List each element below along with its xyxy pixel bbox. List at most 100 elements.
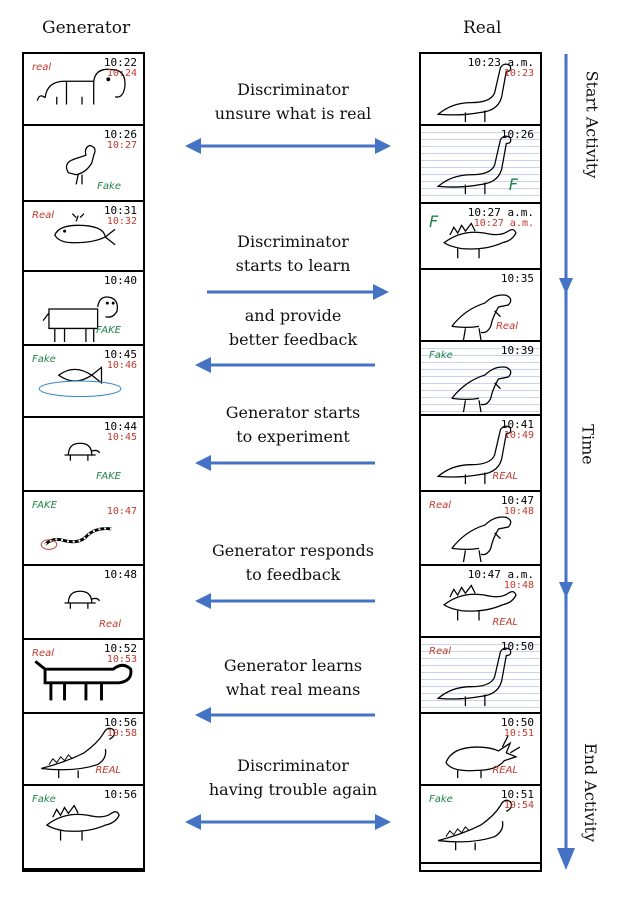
real-card-time: 10:50 <box>500 640 534 653</box>
step-2-line2: starts to learn <box>235 256 351 275</box>
generator-card: 10:40 FAKE <box>24 272 143 346</box>
step-5-line2: to feedback <box>245 565 341 584</box>
left-arrow-4 <box>195 455 375 471</box>
real-card-tag: Real <box>429 500 452 511</box>
generator-card: 10:48 Real <box>24 566 143 640</box>
left-arrow-6 <box>195 707 375 723</box>
generator-card-time: 10:44 <box>103 420 137 433</box>
step-7-line2: having trouble again <box>208 780 378 799</box>
generator-card-note: 10:45 <box>106 432 137 443</box>
generator-card-time: 10:56 <box>103 716 137 729</box>
real-card-tag: Fake <box>429 794 453 805</box>
real-card-note: 10:48 <box>503 506 534 517</box>
generator-sketch-whale <box>54 213 116 246</box>
step-7-text: Discriminator having trouble again <box>188 754 398 802</box>
real-card-note: 10:23 <box>503 68 534 79</box>
generator-card-time: 10:56 <box>103 788 137 801</box>
real-sketch-long-neck-dinosaur <box>436 425 512 485</box>
real-sketch-triceratops <box>445 735 521 779</box>
generator-card-time: 10:26 <box>103 128 137 141</box>
real-sketch-t-rex <box>451 516 512 563</box>
generator-card: 10:44 10:45 FAKE <box>24 418 143 492</box>
generator-card-time: 10:48 <box>103 568 137 581</box>
real-card: 10:47 a.m. 10:48 REAL <box>421 566 540 638</box>
generator-sketch-cow <box>42 296 119 343</box>
generator-card-time: 10:52 <box>103 642 137 655</box>
generator-card-tag: real <box>32 62 52 73</box>
real-card-note: 10:48 <box>503 580 534 591</box>
real-card-tag: REAL <box>492 765 518 776</box>
real-card-time: 10:51 <box>500 788 534 801</box>
generator-card-tag: Real <box>98 619 121 630</box>
step-6-line1: Generator learns <box>223 656 363 675</box>
step-7-line1: Discriminator <box>237 756 349 775</box>
real-card-tag: Fake <box>429 350 453 361</box>
step-6-text: Generator learns what real means <box>188 654 398 702</box>
generator-sketch-bird <box>65 144 96 185</box>
real-sketch-long-neck-dinosaur <box>436 63 512 123</box>
real-card: 10:23 a.m. 10:23 <box>421 54 540 126</box>
real-card: 10:26 F <box>421 126 540 204</box>
generator-card-time: 10:22 <box>103 56 137 69</box>
real-card-note: 10:49 <box>503 430 534 441</box>
real-card-note: 10:27 a.m. <box>473 218 534 229</box>
real-card-tag: F <box>429 212 439 231</box>
real-card: 10:50 10:51 REAL <box>421 714 540 786</box>
double-arrow-7 <box>185 814 391 830</box>
generator-card-time: 10:31 <box>103 204 137 217</box>
real-card-time: 10:23 a.m. <box>467 56 534 69</box>
real-card-time: 10:35 <box>500 272 534 285</box>
real-card-tag: REAL <box>492 617 518 628</box>
step-4-line2: to experiment <box>236 427 350 446</box>
generator-card-note: 10:47 <box>106 506 137 517</box>
real-card: 10:35 Real <box>421 270 540 342</box>
step-2-line1: Discriminator <box>237 232 349 251</box>
step-4-line1: Generator starts <box>225 403 361 422</box>
generator-card-tag: FAKE <box>32 500 57 511</box>
real-card: 10:41 10:49 REAL <box>421 416 540 492</box>
left-arrow-5 <box>195 593 375 609</box>
generator-sketch-dog <box>34 660 133 701</box>
generator-card-time: 10:45 <box>103 348 137 361</box>
step-1-line2: unsure what is real <box>214 104 372 123</box>
real-card-time: 10:47 <box>500 494 534 507</box>
right-arrow-2 <box>207 284 389 300</box>
step-3-text: and provide better feedback <box>188 304 398 352</box>
end-activity-label: End Activity <box>581 743 600 842</box>
generator-card-tag: REAL <box>95 765 121 776</box>
generator-sketch-dinosaur <box>41 727 116 779</box>
real-sketch-t-rex <box>451 366 512 413</box>
generator-sketch-stegosaurus <box>45 804 120 841</box>
step-3-line1: and provide <box>244 306 342 325</box>
real-card: 10:27 a.m. 10:27 a.m. F <box>421 204 540 270</box>
generator-sketch-elephant <box>36 68 126 105</box>
generator-card: 10:26 10:27 Fake <box>24 126 143 202</box>
generator-card: 10:47 FAKE <box>24 492 143 566</box>
generator-card: 10:56 Fake <box>24 786 143 870</box>
real-card-time: 10:39 <box>500 344 534 357</box>
real-card-note: 10:51 <box>503 728 534 739</box>
real-sketch-long-neck-dinosaur <box>436 647 512 707</box>
generator-card-note: 10:27 <box>106 140 137 151</box>
time-axis-arrow <box>557 54 575 870</box>
step-1-line1: Discriminator <box>237 80 349 99</box>
real-column: 10:23 a.m. 10:23 10:26 F 10:27 a.m. 10:27 a.m… <box>419 52 542 872</box>
generator-card-time: 10:40 <box>103 274 137 287</box>
step-2-text: Discriminator starts to learn <box>188 230 398 278</box>
real-card-note: 10:54 <box>503 800 534 811</box>
step-4-text: Generator starts to experiment <box>188 401 398 449</box>
real-card-time: 10:47 a.m. <box>467 568 534 581</box>
generator-card-tag: Fake <box>32 794 56 805</box>
generator-card: 10:22 10:24 real <box>24 54 143 126</box>
generator-card-note: 10:58 <box>106 728 137 739</box>
generator-card-tag: Fake <box>97 181 121 192</box>
real-card-tag: REAL <box>492 471 518 482</box>
real-card: 10:51 10:54 Fake <box>421 786 540 864</box>
generator-card-tag: Real <box>32 648 55 659</box>
generator-card: 10:52 10:53 Real <box>24 640 143 714</box>
real-card: 10:39 Fake <box>421 342 540 416</box>
generator-card-tag: FAKE <box>96 325 121 336</box>
generator-sketch-turtle <box>64 590 101 609</box>
generator-sketch-snake <box>40 527 112 550</box>
real-card-time: 10:50 <box>500 716 534 729</box>
